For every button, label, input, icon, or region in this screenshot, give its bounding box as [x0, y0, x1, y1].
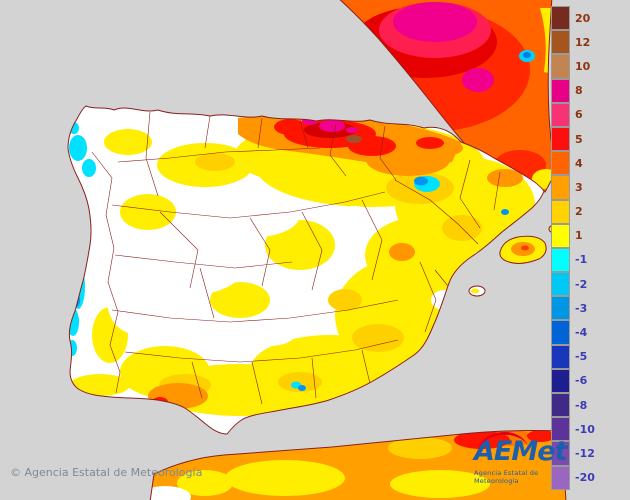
legend-label: 2 [575, 205, 583, 219]
iberia-anomaly-patches [68, 111, 535, 416]
legend-color-swatch [551, 54, 570, 79]
legend-label: 1 [575, 229, 583, 243]
legend-label: 10 [575, 59, 591, 73]
legend-color-swatch [551, 78, 570, 103]
legend-label: -5 [575, 350, 588, 364]
legend-label: -8 [575, 398, 588, 412]
legend-item: -5 [551, 344, 595, 369]
legend-label: -4 [575, 326, 588, 340]
aemet-logo: AEMet Agencia Estatal de Meteorología [474, 429, 574, 485]
legend-color-swatch [551, 344, 570, 369]
legend-color-swatch [551, 126, 570, 152]
legend-label: -1 [575, 253, 588, 267]
legend-color-swatch [551, 102, 570, 127]
legend-color-swatch [551, 441, 570, 466]
legend-color-swatch [551, 417, 570, 442]
legend-color-swatch [551, 296, 570, 321]
legend-color-swatch [551, 368, 570, 393]
legend-item: -6 [551, 368, 595, 393]
aemet-logo-subtitle: Agencia Estatal de Meteorología [474, 469, 539, 485]
legend-color-swatch [551, 6, 570, 31]
legend-color-swatch [551, 223, 570, 248]
legend-item: -2 [551, 272, 595, 297]
legend-item: -3 [551, 296, 595, 321]
legend-item: -1 [551, 247, 595, 273]
legend-item: 6 [551, 102, 595, 127]
iberia-region [67, 105, 545, 435]
legend-label: 8 [575, 84, 583, 98]
legend-item: -20 [551, 465, 595, 490]
legend-item: 5 [551, 126, 595, 152]
legend-item: -12 [551, 441, 595, 466]
legend-label: -20 [575, 471, 595, 485]
legend-color-swatch [551, 151, 570, 176]
legend-color-swatch [551, 465, 570, 490]
legend-color-swatch [551, 30, 570, 55]
legend-color-swatch [551, 247, 570, 273]
legend-label: 6 [575, 108, 583, 122]
aemet-logo-mark: AEMet [474, 429, 574, 468]
aemet-logo-text: AEMet [474, 436, 567, 467]
legend-item: 3 [551, 175, 595, 200]
legend-color-swatch [551, 272, 570, 297]
copyright-text: © Agencia Estatal de Meteorología [10, 466, 203, 479]
legend-label: -12 [575, 446, 595, 460]
legend-item: 8 [551, 78, 595, 103]
legend-label: -6 [575, 374, 588, 388]
legend-color-swatch [551, 175, 570, 200]
legend-label: 5 [575, 132, 583, 146]
legend-color-swatch [551, 320, 570, 345]
legend: 20 12 10 8 6 5 4 3 2 1 -1 -2 -3 -4 -5 -6 -8 -10 -12 -20 [551, 6, 595, 490]
province-boundaries [91, 111, 501, 405]
legend-item: -8 [551, 393, 595, 418]
legend-item: 10 [551, 54, 595, 79]
legend-item: -10 [551, 417, 595, 442]
legend-item: -4 [551, 320, 595, 345]
legend-label: -3 [575, 301, 588, 315]
legend-label: 12 [575, 35, 591, 49]
legend-label: -10 [575, 422, 595, 436]
legend-item: 2 [551, 199, 595, 224]
africa-region [149, 430, 567, 500]
legend-label: 3 [575, 180, 583, 194]
legend-label: -2 [575, 277, 588, 291]
legend-item: 12 [551, 30, 595, 55]
legend-item: 1 [551, 223, 595, 248]
legend-label: 4 [575, 156, 583, 170]
legend-label: 20 [575, 11, 591, 25]
legend-color-swatch [551, 199, 570, 224]
legend-item: 20 [551, 6, 595, 31]
legend-color-swatch [551, 393, 570, 418]
legend-item: 4 [551, 151, 595, 176]
